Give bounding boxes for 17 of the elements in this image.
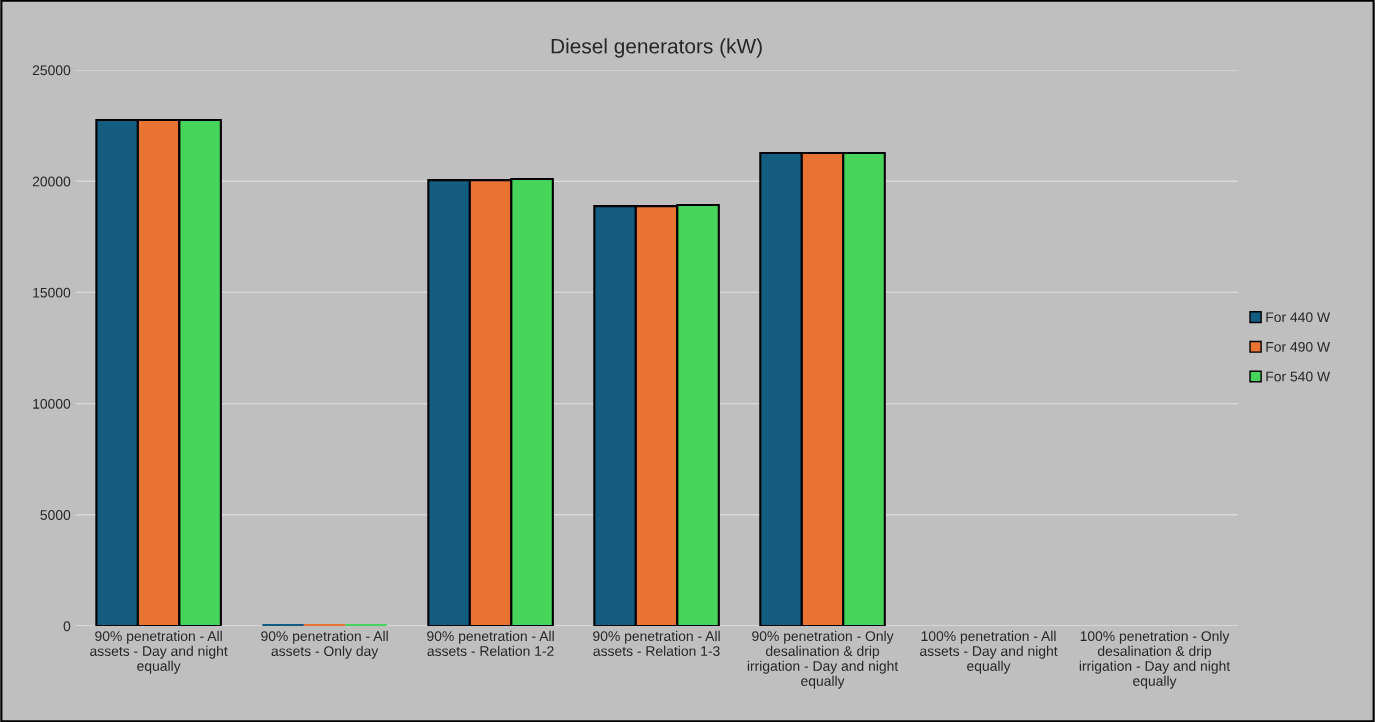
y-tick-label: 0 [63,621,71,632]
x-tick-label: 90% penetration - Only desalination & drip irrigation - Day and night equally [747,630,899,689]
x-tick-label: 100% penetration - All assets - Day and night equally [920,630,1058,674]
x-tick-label: 90% penetration - All assets - Relation 1-3 [593,630,720,656]
y-tick-label: 25000 [32,65,71,76]
legend-label: For 490 W [1266,341,1331,352]
legend-label: For 540 W [1266,371,1331,382]
x-tick-label: 90% penetration - All assets - Relation 1-2 [427,630,554,656]
y-tick-label: 15000 [33,287,71,298]
x-tick-label: 90% penetration - All assets - Only day [261,630,388,659]
x-tick-label: 90% penetration - All assets - Day and night equally [90,630,228,674]
y-tick-label: 5000 [40,510,71,520]
y-tick-label: 20000 [32,176,71,187]
chart-title: Diesel generators (kW) [551,38,762,58]
x-tick-label: 100% penetration - Only desalination & drip irrigation - Day and night equally [1079,630,1231,689]
y-tick-label: 10000 [33,398,71,409]
legend-label: For 440 W [1266,312,1331,323]
